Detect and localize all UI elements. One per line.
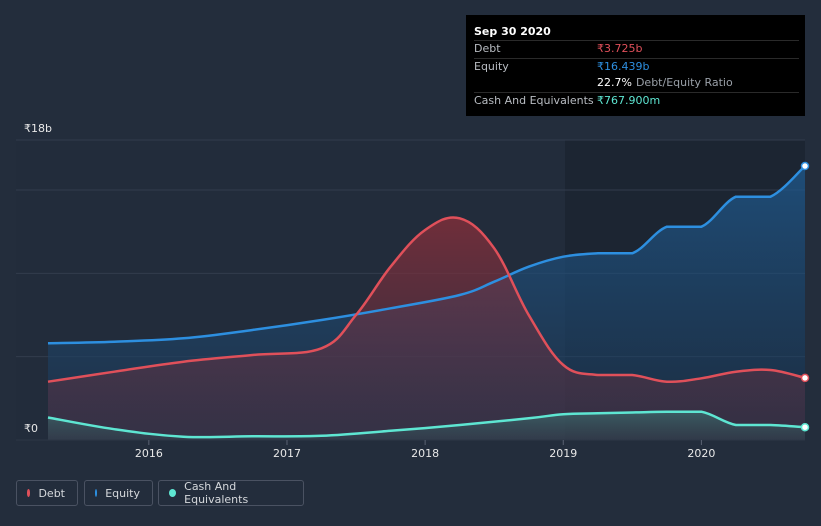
debt-area [48,217,805,440]
x-tick-label: 2018 [411,447,439,460]
tooltip-equity-row: Equity ₹16.439b [474,57,799,76]
tooltip-debt-row: Debt ₹3.725b [474,40,799,58]
x-tick-label: 2016 [135,447,163,460]
tooltip-ratio-value: 22.7% [597,76,632,89]
tooltip-ratio-row: 22.7% Debt/Equity Ratio [474,75,799,92]
x-tick-label: 2017 [273,447,301,460]
legend-equity-label: Equity [105,486,140,500]
legend-debt[interactable]: Debt [16,480,78,506]
tooltip-debt-label: Debt [474,42,501,55]
legend-debt-label: Debt [38,486,65,500]
debt-line [47,216,806,384]
cash-legend-dot [169,489,177,497]
cash-line [47,410,806,439]
tooltip: Sep 30 2020 Debt ₹3.725b Equity ₹16.439b… [466,15,805,116]
legend-equity[interactable]: Equity [84,480,153,506]
cash-area [48,411,805,440]
cash-end-marker[interactable] [800,422,810,432]
tooltip-cash-value: ₹767.900m [597,93,661,107]
debt-legend-dot [27,489,31,497]
y-tick-label-zero: ₹0 [24,422,38,435]
equity-legend-dot [95,489,98,497]
x-tick-label: 2020 [687,447,715,460]
tooltip-cash-label: Cash And Equivalents [474,93,594,107]
tooltip-ratio-label: Debt/Equity Ratio [635,76,733,89]
equity-line [47,165,806,345]
tooltip-equity-label: Equity [474,59,509,73]
x-axis-ticks: 2016 2017 2018 2019 2020 [135,440,715,460]
tooltip-debt-value: ₹3.725b [597,42,643,55]
equity-end-marker[interactable] [800,161,810,171]
legend-cash-label: Cash And Equivalents [184,480,249,506]
y-tick-label-max: ₹18b [24,122,52,135]
tooltip-date: Sep 30 2020 [474,25,551,38]
tooltip-cash-row: Cash And Equivalents ₹767.900m [474,91,799,110]
debt-end-marker[interactable] [800,373,810,383]
tooltip-equity-value: ₹16.439b [597,59,650,73]
legend-cash[interactable]: Cash And Equivalents [158,480,304,506]
x-tick-label: 2019 [549,447,577,460]
